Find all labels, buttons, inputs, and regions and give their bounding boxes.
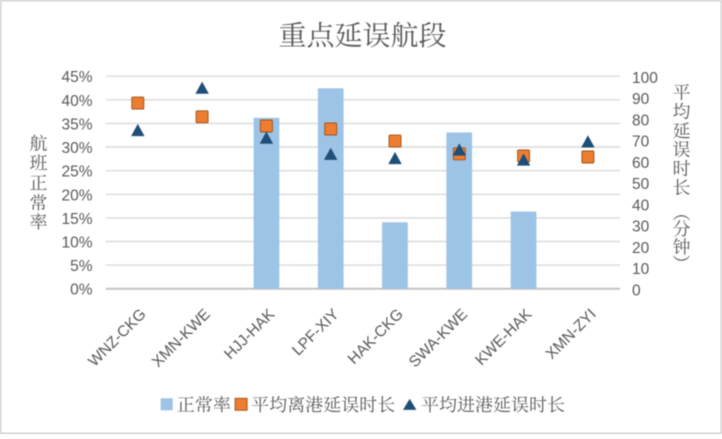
svg-text:20: 20 (632, 240, 650, 257)
svg-text:20%: 20% (61, 187, 92, 204)
svg-text:5%: 5% (70, 258, 93, 275)
svg-text:100: 100 (632, 70, 658, 87)
svg-text:40%: 40% (61, 93, 92, 110)
svg-text:10: 10 (632, 261, 650, 278)
svg-text:15%: 15% (61, 211, 92, 228)
svg-text:60: 60 (632, 155, 650, 172)
svg-text:70: 70 (632, 134, 650, 151)
svg-text:30: 30 (632, 219, 650, 236)
svg-text:10%: 10% (61, 235, 92, 252)
svg-text:0: 0 (632, 282, 641, 299)
svg-text:50: 50 (632, 176, 650, 193)
svg-text:0%: 0% (70, 282, 93, 299)
svg-text:25%: 25% (61, 164, 92, 181)
svg-text:35%: 35% (61, 116, 92, 133)
svg-text:30%: 30% (61, 140, 92, 157)
svg-text:80: 80 (632, 112, 650, 129)
svg-text:90: 90 (632, 91, 650, 108)
svg-text:40: 40 (632, 197, 650, 214)
svg-text:45%: 45% (61, 69, 92, 86)
